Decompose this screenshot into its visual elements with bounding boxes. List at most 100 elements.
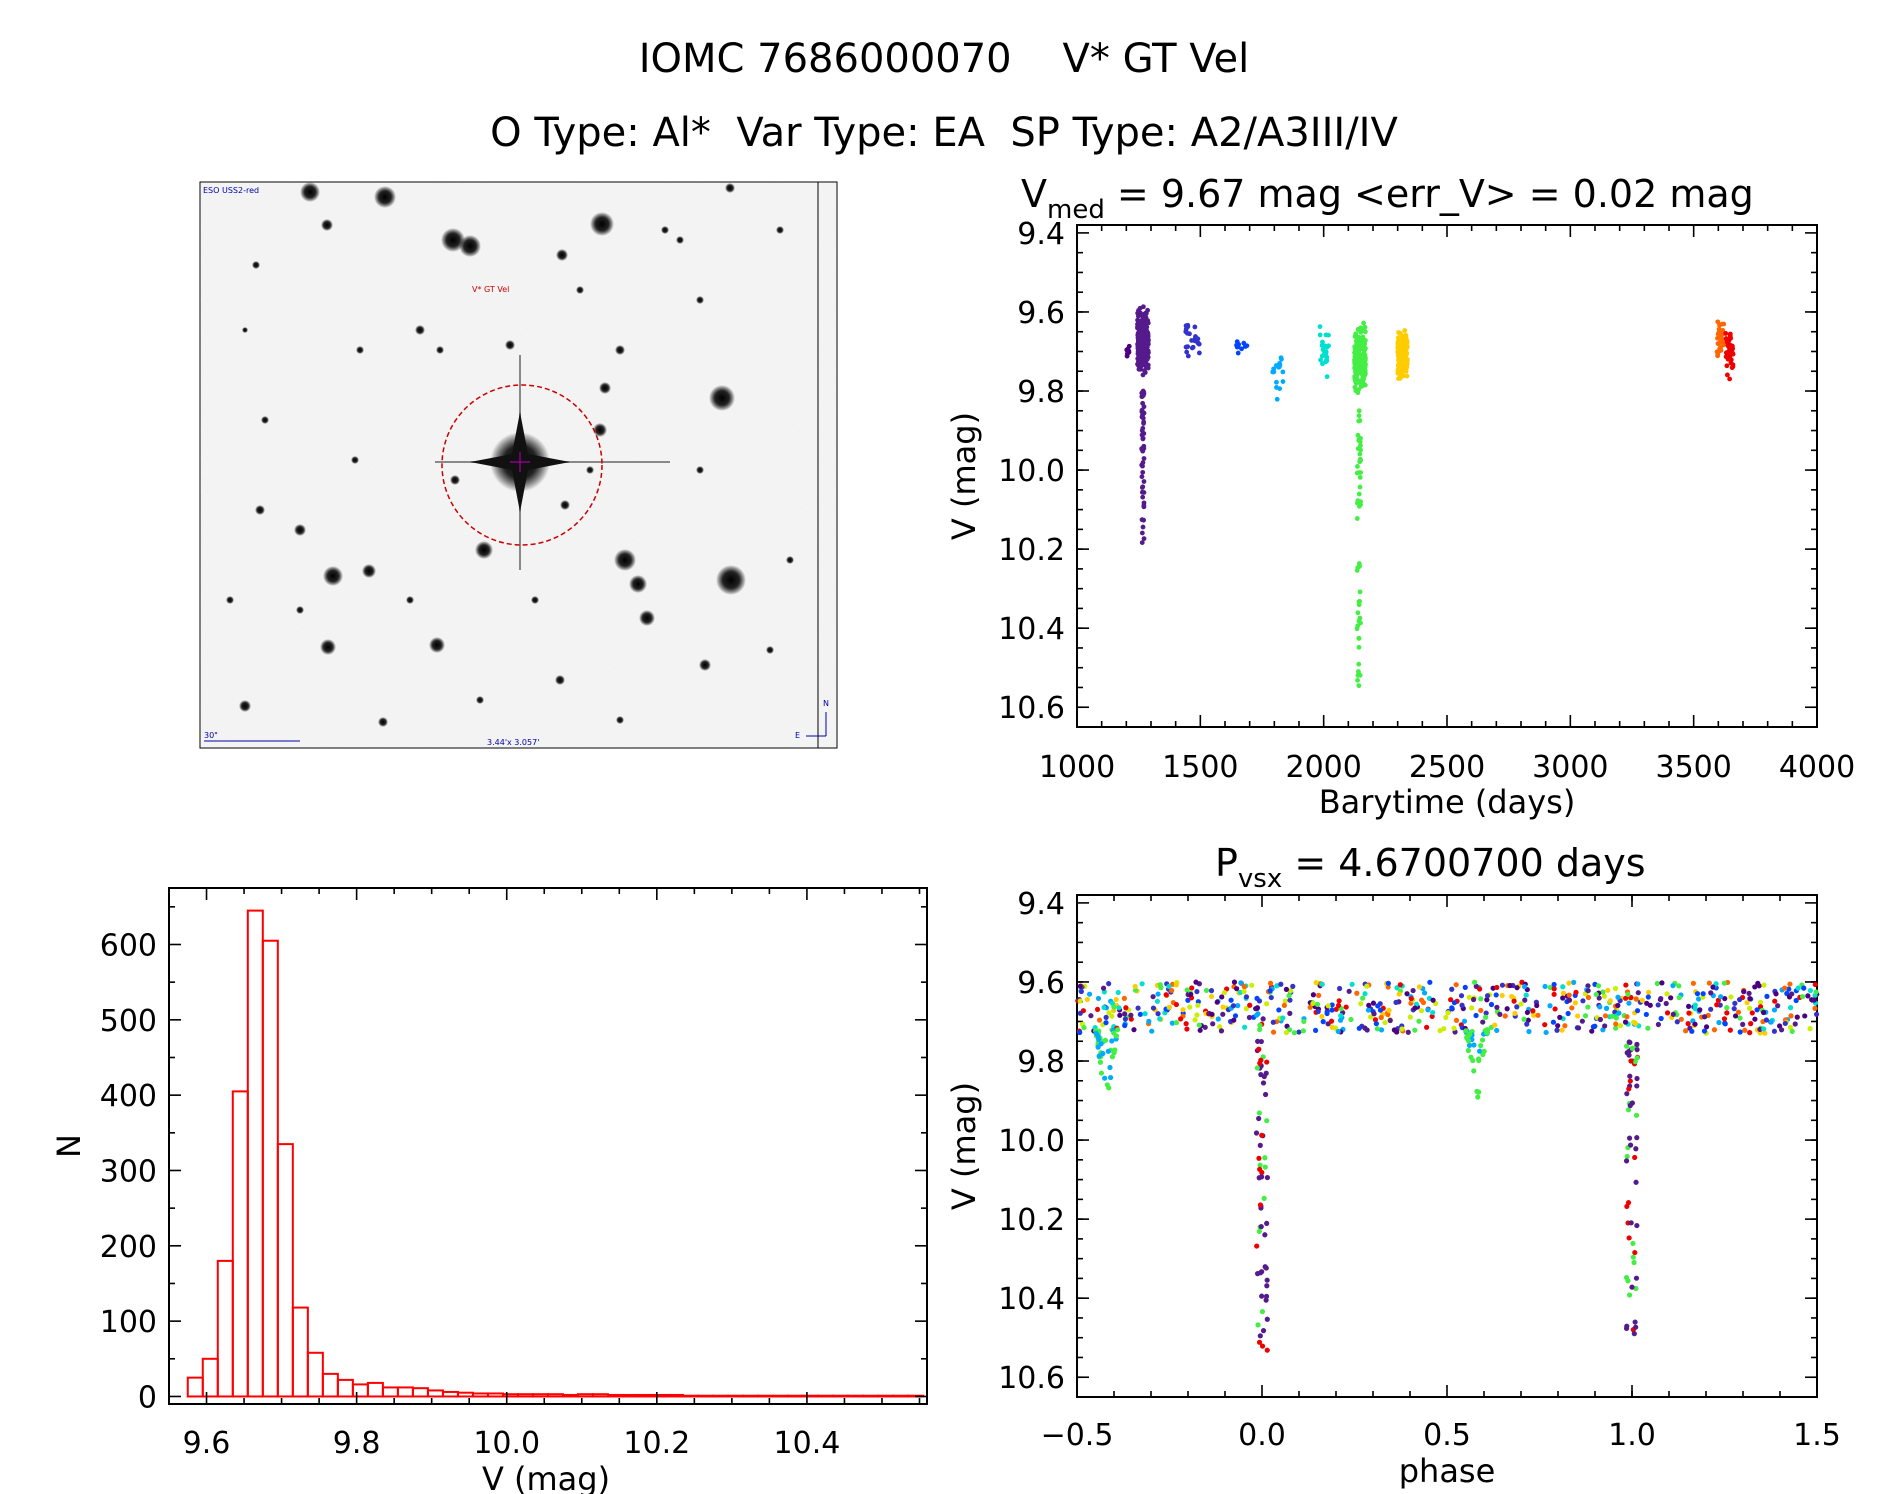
- phased-curve-point: [1203, 987, 1210, 994]
- light-curve-point: [1404, 373, 1410, 379]
- light-curve-point: [1277, 386, 1283, 392]
- phased-curve-point: [1634, 1083, 1640, 1089]
- phased-curve-point: [1429, 1013, 1435, 1019]
- phased-curve-point: [1263, 1293, 1270, 1299]
- phased-curve-ytick-label: 9.8: [1017, 1045, 1065, 1080]
- phased-curve-point: [1632, 1058, 1638, 1065]
- phased-curve-point: [1441, 1026, 1447, 1032]
- phased-curve-point: [1478, 996, 1484, 1002]
- phased-curve-point: [1310, 992, 1317, 998]
- phased-curve-point: [1262, 1155, 1268, 1161]
- header-title-line1: IOMC 7686000070 V* GT Vel: [639, 36, 1250, 82]
- phased-curve-point: [1267, 988, 1273, 994]
- phased-curve-point: [1150, 1005, 1157, 1011]
- phased-curve-point: [1329, 1002, 1335, 1008]
- phased-curve-point: [1209, 1011, 1215, 1017]
- phased-curve-point: [1807, 1026, 1813, 1032]
- phased-curve-point: [1813, 989, 1819, 995]
- field-star: [226, 596, 234, 604]
- light-curve-point: [1357, 451, 1363, 457]
- phased-curve-point: [1255, 1322, 1261, 1328]
- phased-curve-point: [1185, 997, 1191, 1003]
- phased-curve-point: [1315, 1008, 1321, 1015]
- phased-curve-point: [1254, 1271, 1261, 1277]
- phased-curve-point: [1270, 1019, 1276, 1025]
- phased-curve-point: [1139, 981, 1145, 987]
- phased-curve-point: [1789, 1028, 1795, 1035]
- phased-curve-point: [1760, 1009, 1767, 1016]
- light-curve-point: [1139, 446, 1145, 452]
- phased-curve-point: [1314, 1001, 1321, 1007]
- phased-curve-point: [1377, 1007, 1384, 1013]
- field-star: [239, 700, 251, 712]
- phased-curve-title-subscript: vsx: [1238, 864, 1282, 894]
- histogram-bar: [441, 1390, 459, 1398]
- field-star: [252, 261, 260, 269]
- phased-curve-point: [1243, 1006, 1249, 1012]
- phased-curve-point: [1449, 1005, 1455, 1011]
- phased-curve-point: [1493, 992, 1499, 998]
- phased-curve-point: [1241, 988, 1247, 995]
- light-curve-point: [1356, 413, 1362, 419]
- histogram-ytick-label: 0: [138, 1380, 157, 1415]
- phased-curve-point: [1634, 1222, 1640, 1229]
- light-curve-point: [1322, 343, 1328, 349]
- phased-curve-point: [1497, 1011, 1503, 1017]
- phased-curve-point: [1256, 1046, 1262, 1052]
- phased-curve-point: [1789, 991, 1795, 997]
- light-curve-point: [1185, 353, 1191, 359]
- light-curve-point: [1140, 304, 1146, 310]
- field-star: [242, 327, 248, 333]
- light-curve-point: [1358, 620, 1363, 626]
- phased-curve-point: [1451, 1000, 1458, 1006]
- phased-curve-point: [1613, 1025, 1619, 1031]
- phased-curve-point: [1703, 1024, 1710, 1030]
- phased-curve-point: [1220, 1004, 1226, 1010]
- phased-curve-point: [1430, 1009, 1436, 1016]
- light-curve-point: [1140, 460, 1146, 465]
- light-curve-point: [1279, 356, 1284, 362]
- field-star: [362, 564, 376, 578]
- phased-curve-point: [1095, 1044, 1101, 1050]
- phased-curve-point: [1752, 984, 1758, 990]
- phased-curve-point: [1257, 1162, 1263, 1168]
- phased-curve-xlabel: phase: [1399, 1452, 1496, 1490]
- phased-curve-point: [1782, 1020, 1788, 1027]
- histogram-ytick-label: 600: [100, 928, 157, 963]
- phased-curve-point: [1242, 1024, 1248, 1030]
- field-star: [450, 475, 460, 485]
- phased-curve-point: [1257, 1142, 1263, 1148]
- phased-curve-point: [1685, 1003, 1692, 1009]
- light-curve-point: [1324, 374, 1330, 380]
- phased-curve-point: [1178, 1016, 1184, 1022]
- light-curve-ticks: 1000 1500 2000 2500 3000 3500 4000 9.4 9.6 9.8 10.…: [998, 217, 1855, 785]
- light-curve-point: [1356, 683, 1362, 689]
- phased-curve-point: [1100, 985, 1107, 991]
- phased-curve-point: [1088, 1013, 1094, 1019]
- phased-curve-point: [1449, 986, 1455, 992]
- phased-curve-point: [1560, 995, 1566, 1001]
- light-curve-point: [1399, 335, 1405, 341]
- phased-curve-point: [1686, 1010, 1692, 1016]
- phased-curve-point: [1624, 1050, 1630, 1056]
- light-curve-point: [1196, 341, 1202, 347]
- light-curve-point: [1355, 432, 1361, 438]
- histogram-ticks: 9.6 9.8 10.0 10.2 10.4 0 100 200 300 400 500 600: [100, 888, 927, 1461]
- phased-curve-point: [1771, 1007, 1778, 1013]
- phased-curve-point: [1603, 1005, 1610, 1011]
- light-curve-point: [1318, 357, 1323, 363]
- phased-curve-point: [1358, 1001, 1364, 1007]
- phased-curve-point: [1319, 981, 1325, 987]
- histogram-bar: [877, 1394, 895, 1398]
- phased-curve-point: [1264, 1347, 1270, 1353]
- field-star: [599, 382, 611, 394]
- phased-curve-point: [1494, 1004, 1500, 1010]
- phased-curve-xtick-label: −0.5: [1041, 1418, 1114, 1453]
- light-curve-point: [1363, 337, 1368, 343]
- light-curve-point: [1718, 335, 1724, 341]
- phased-curve-point: [1754, 1007, 1760, 1013]
- phased-curve-point: [1276, 1007, 1282, 1013]
- phased-curve-point: [1262, 1091, 1269, 1098]
- light-curve-point: [1397, 375, 1403, 380]
- light-curve-point: [1402, 365, 1408, 371]
